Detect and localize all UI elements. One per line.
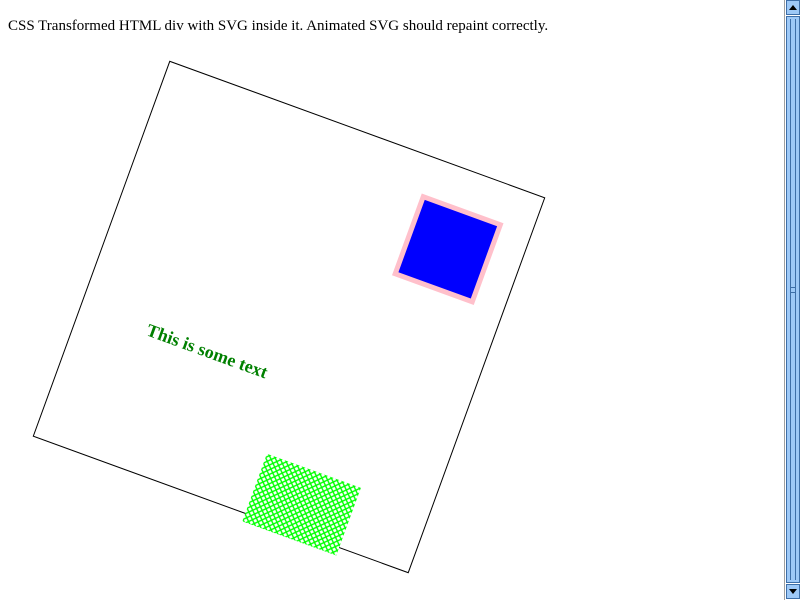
scroll-down-button[interactable]	[786, 584, 800, 599]
svg-text: This is some text	[144, 320, 271, 382]
thumb-line-left	[790, 19, 791, 580]
page-content: CSS Transformed HTML div with SVG inside…	[8, 18, 549, 574]
thumb-line-right	[795, 19, 796, 580]
transformed-div: This is some text	[32, 60, 546, 574]
arrow-down-icon	[789, 589, 797, 594]
blue-square	[392, 193, 504, 305]
svg-canvas: This is some text	[144, 193, 504, 556]
thumb-grip-icon	[790, 287, 796, 293]
scroll-thumb[interactable]	[786, 16, 800, 583]
vertical-scrollbar[interactable]	[784, 0, 800, 600]
page-caption: CSS Transformed HTML div with SVG inside…	[8, 18, 549, 34]
checker-pattern-rect	[242, 453, 361, 556]
arrow-up-icon	[789, 5, 797, 10]
scroll-up-button[interactable]	[786, 0, 800, 15]
